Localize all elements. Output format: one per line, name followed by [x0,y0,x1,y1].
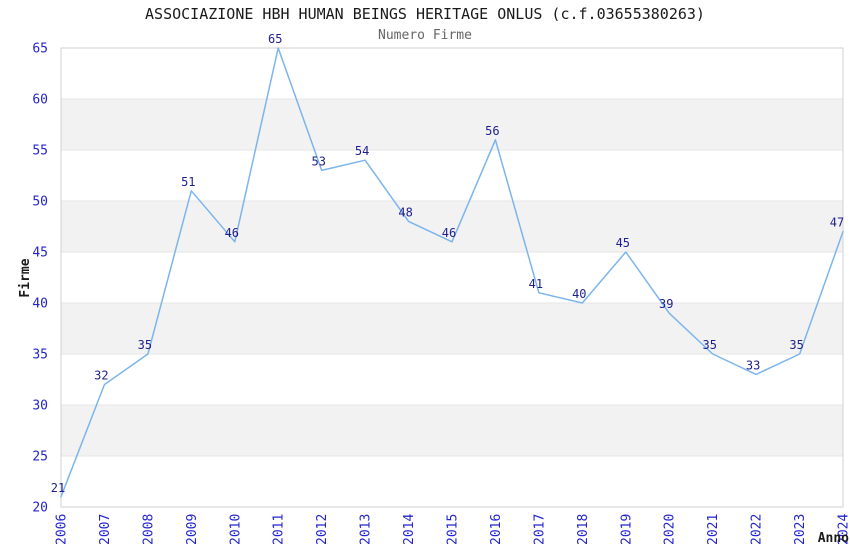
plot-band [61,201,843,252]
x-axis-title: Anno [818,531,849,546]
x-tick-label: 2012 [315,514,330,545]
y-tick-label: 30 [32,399,48,414]
series-line [60,47,844,498]
x-tick-label: 2023 [793,514,808,545]
chart-subtitle: Numero Firme [378,28,472,43]
data-label: 54 [355,144,369,158]
x-tick-label: 2013 [359,514,374,545]
x-tick-label: 2017 [532,514,547,545]
x-tick-label: 2014 [402,514,417,545]
y-tick-label: 20 [32,501,48,516]
y-tick-label: 45 [32,246,48,261]
x-tick-label: 2021 [706,514,721,545]
x-tick-label: 2010 [228,514,243,545]
data-label: 65 [268,32,282,46]
y-tick-label: 50 [32,195,48,210]
data-label: 40 [572,287,586,301]
data-label: 56 [485,124,499,138]
x-tick-label: 2015 [446,514,461,545]
y-tick-label: 25 [32,450,48,465]
data-label: 47 [830,216,844,230]
plot-band [61,99,843,150]
x-tick-label: 2007 [98,514,113,545]
x-tick-label: 2006 [55,514,70,545]
x-tick-label: 2020 [663,514,678,545]
data-label: 53 [311,154,325,168]
plot-band [61,303,843,354]
y-tick-label: 35 [32,348,48,363]
x-tick-label: 2019 [619,514,634,545]
data-label: 39 [659,297,673,311]
data-label: 45 [616,236,630,250]
x-tick-label: 2022 [750,514,765,545]
y-tick-label: 55 [32,144,48,159]
y-axis-title: Firme [18,258,33,297]
x-tick-label: 2008 [141,514,156,545]
y-tick-label: 65 [32,42,48,57]
y-tick-label: 60 [32,93,48,108]
plot-border [60,47,844,508]
chart-title: ASSOCIAZIONE HBH HUMAN BEINGS HERITAGE O… [145,5,705,23]
data-label: 32 [94,369,108,383]
y-tick-label: 40 [32,297,48,312]
data-label: 46 [442,226,456,240]
data-label: 21 [51,481,65,495]
data-label: 48 [398,205,412,219]
x-tick-label: 2018 [576,514,591,545]
plot-band [61,405,843,456]
data-label: 46 [225,226,239,240]
data-label: 35 [138,338,152,352]
x-tick-label: 2024 [837,514,850,545]
data-label: 33 [746,358,760,372]
data-label: 41 [529,277,543,291]
x-tick-label: 2011 [272,514,287,545]
data-label: 35 [789,338,803,352]
x-tick-label: 2009 [185,514,200,545]
data-label: 51 [181,175,195,189]
x-tick-label: 2016 [489,514,504,545]
data-label: 35 [702,338,716,352]
